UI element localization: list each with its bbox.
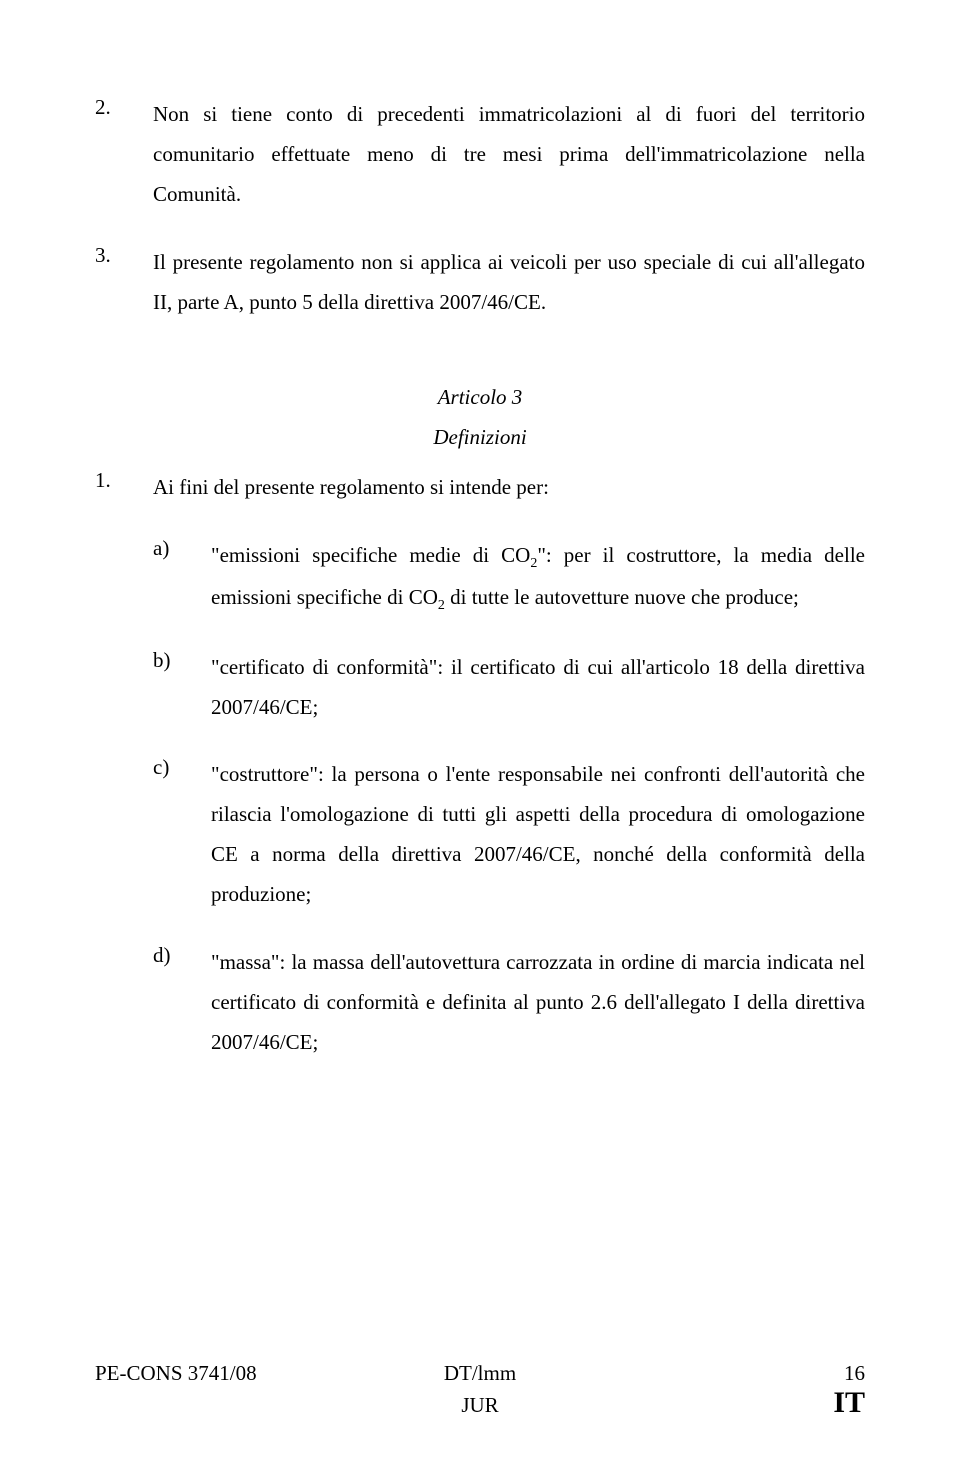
subscript: 2 xyxy=(438,598,445,613)
footer-center-bottom: JUR xyxy=(352,1393,609,1418)
item-marker: 2. xyxy=(95,95,153,215)
item-marker: 3. xyxy=(95,243,153,323)
item-text: Non si tiene conto di precedenti immatri… xyxy=(153,95,865,215)
footer-center-top: DT/lmm xyxy=(352,1361,609,1386)
page: 2. Non si tiene conto di precedenti imma… xyxy=(0,0,960,1470)
def-text: "massa": la massa dell'autovettura carro… xyxy=(211,943,865,1063)
definition-list: a) "emissioni specifiche medie di CO2": … xyxy=(153,536,865,1063)
def-fragment: di tutte le autovetture nuove che produc… xyxy=(445,585,799,609)
footer-lang: IT xyxy=(608,1386,865,1420)
numbered-item-2: 2. Non si tiene conto di precedenti imma… xyxy=(95,95,865,215)
def-letter: c) xyxy=(153,755,211,915)
footer-pagenum: 16 xyxy=(608,1361,865,1386)
numbered-item-3: 3. Il presente regolamento non si applic… xyxy=(95,243,865,323)
def-text: "costruttore": la persona o l'ente respo… xyxy=(211,755,865,915)
def-text: "emissioni specifiche medie di CO2": per… xyxy=(211,536,865,620)
def-text: "certificato di conformità": il certific… xyxy=(211,648,865,728)
item-text: Ai fini del presente regolamento si inte… xyxy=(153,468,865,508)
item-text: Il presente regolamento non si applica a… xyxy=(153,243,865,323)
def-letter: b) xyxy=(153,648,211,728)
page-footer: PE-CONS 3741/08 DT/lmm 16 JUR IT xyxy=(95,1361,865,1420)
definition-b: b) "certificato di conformità": il certi… xyxy=(153,648,865,728)
definition-c: c) "costruttore": la persona o l'ente re… xyxy=(153,755,865,915)
article-subtitle: Definizioni xyxy=(95,418,865,458)
item-marker: 1. xyxy=(95,468,153,508)
article-title: Articolo 3 xyxy=(95,378,865,418)
def-letter: d) xyxy=(153,943,211,1063)
def-fragment: "emissioni specifiche medie di CO xyxy=(211,543,530,567)
definition-a: a) "emissioni specifiche medie di CO2": … xyxy=(153,536,865,620)
numbered-item-1: 1. Ai fini del presente regolamento si i… xyxy=(95,468,865,508)
footer-left: PE-CONS 3741/08 xyxy=(95,1361,352,1386)
def-letter: a) xyxy=(153,536,211,620)
definition-d: d) "massa": la massa dell'autovettura ca… xyxy=(153,943,865,1063)
